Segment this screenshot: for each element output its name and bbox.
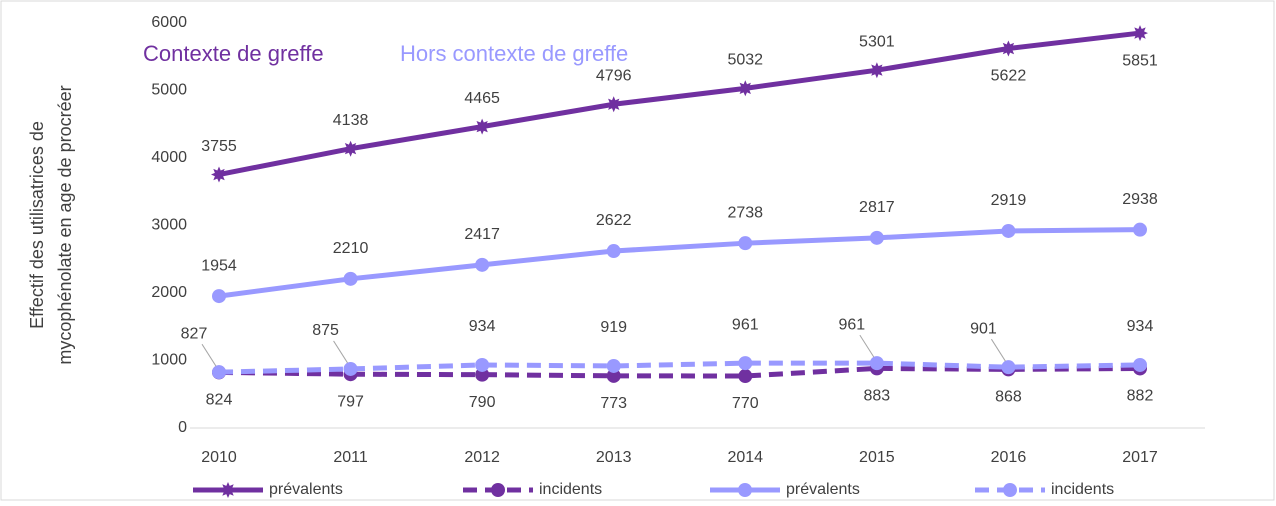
legend-label: incidents <box>1051 481 1114 498</box>
data-label: 827 <box>181 325 208 342</box>
y-tick-label: 2000 <box>151 284 187 301</box>
data-label: 797 <box>337 393 364 410</box>
data-label: 883 <box>864 388 891 405</box>
data-label: 4796 <box>596 67 632 84</box>
y-axis-label: Effectif des utilisatrices de <box>27 121 47 329</box>
data-label: 770 <box>732 395 759 412</box>
marker <box>606 358 621 373</box>
marker <box>869 356 884 371</box>
marker <box>211 166 227 183</box>
data-label: 868 <box>995 389 1022 406</box>
marker <box>605 96 622 113</box>
series-line <box>218 30 1141 177</box>
data-label: 5032 <box>727 52 763 69</box>
data-label: 773 <box>600 395 627 412</box>
marker <box>606 244 621 259</box>
data-label: 5851 <box>1122 52 1158 69</box>
legend-label: prévalents <box>786 481 860 498</box>
marker <box>1001 223 1016 238</box>
marker <box>343 271 358 286</box>
data-label: 901 <box>970 320 997 337</box>
data-label: 2417 <box>464 226 500 243</box>
legend-label: incidents <box>539 481 602 498</box>
marker <box>475 357 490 372</box>
marker <box>738 369 753 384</box>
marker <box>1132 25 1148 42</box>
leader-line <box>991 338 1006 362</box>
marker <box>1000 40 1017 57</box>
data-label: 961 <box>839 316 866 333</box>
data-label: 4138 <box>333 112 369 129</box>
leader-line <box>859 334 875 358</box>
data-label: 875 <box>312 322 339 339</box>
data-label: 2210 <box>333 240 369 257</box>
marker <box>212 365 226 380</box>
legend-marker <box>1003 483 1017 497</box>
annotation: Contexte de greffe <box>143 41 324 66</box>
legend-marker <box>491 483 505 497</box>
data-label: 961 <box>732 316 759 333</box>
data-label: 5301 <box>859 33 895 50</box>
x-tick-label: 2013 <box>596 449 632 466</box>
data-label: 919 <box>600 319 627 336</box>
x-tick-label: 2015 <box>859 449 895 466</box>
x-tick-label: 2017 <box>1122 449 1158 466</box>
y-tick-label: 5000 <box>151 82 187 99</box>
data-label: 2919 <box>991 192 1027 209</box>
data-label: 2938 <box>1122 191 1158 208</box>
x-tick-label: 2016 <box>991 449 1027 466</box>
legend-marker <box>220 482 236 498</box>
y-axis-label: mycophénolate en age de procréer <box>55 85 75 364</box>
x-tick-label: 2011 <box>333 449 368 466</box>
data-label: 3755 <box>201 138 237 155</box>
series-line <box>218 227 1141 299</box>
marker <box>475 257 490 272</box>
x-tick-label: 2014 <box>727 449 763 466</box>
y-tick-label: 0 <box>178 419 187 436</box>
marker <box>474 118 491 135</box>
data-label: 2622 <box>596 212 632 229</box>
data-label: 790 <box>469 394 496 411</box>
leader-line <box>333 340 348 364</box>
data-label: 934 <box>1127 318 1154 335</box>
x-tick-label: 2012 <box>464 449 500 466</box>
data-label: 4465 <box>464 90 500 107</box>
marker <box>212 289 226 304</box>
legend-label: prévalents <box>269 481 343 498</box>
data-label: 5622 <box>991 68 1027 85</box>
data-label: 824 <box>206 392 233 409</box>
y-tick-label: 1000 <box>151 352 187 369</box>
marker <box>475 367 490 382</box>
data-label: 882 <box>1127 388 1154 405</box>
marker <box>1001 360 1016 375</box>
y-tick-label: 3000 <box>151 217 187 234</box>
leader-line <box>201 343 217 367</box>
y-tick-label: 4000 <box>151 149 187 166</box>
marker <box>343 361 358 376</box>
data-label: 1954 <box>201 257 237 274</box>
data-label: 2738 <box>727 204 763 221</box>
x-tick-label: 2010 <box>201 449 237 466</box>
marker <box>1133 357 1147 372</box>
marker <box>738 356 753 371</box>
marker <box>606 368 621 383</box>
marker <box>737 80 754 97</box>
legend-marker <box>738 483 752 497</box>
marker <box>868 62 885 79</box>
marker <box>869 230 884 245</box>
annotation: Hors contexte de greffe <box>400 41 628 66</box>
data-label: 934 <box>469 318 496 335</box>
marker <box>738 236 753 251</box>
marker <box>1133 222 1147 237</box>
marker <box>342 140 359 157</box>
data-label: 2817 <box>859 199 895 216</box>
y-tick-label: 6000 <box>151 14 187 31</box>
